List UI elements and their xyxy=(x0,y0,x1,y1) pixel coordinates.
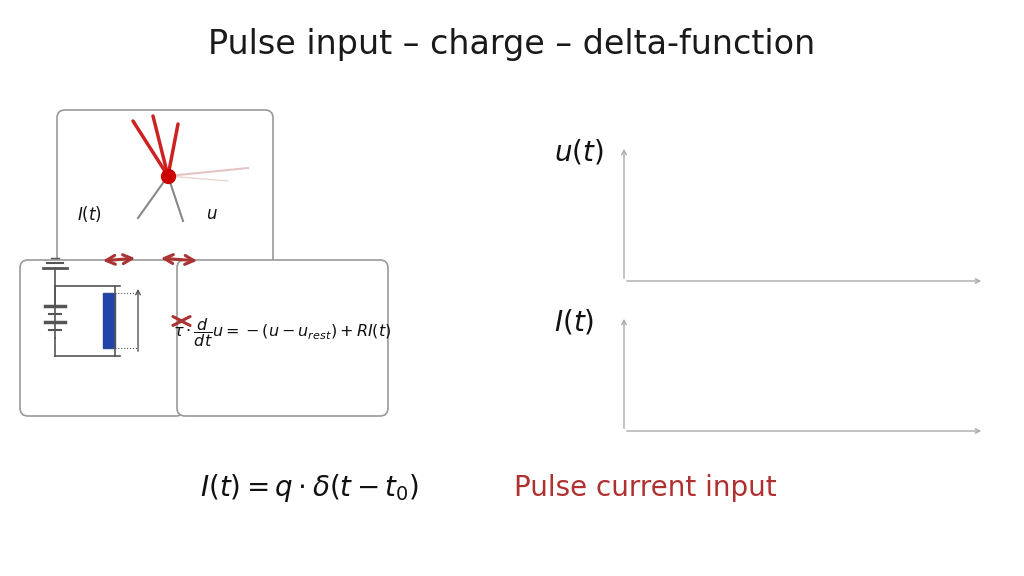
Text: $u$: $u$ xyxy=(206,206,218,223)
FancyBboxPatch shape xyxy=(20,260,184,416)
FancyBboxPatch shape xyxy=(177,260,388,416)
FancyBboxPatch shape xyxy=(57,110,273,266)
Bar xyxy=(103,293,115,348)
Text: $u(t)$: $u(t)$ xyxy=(554,138,604,167)
Text: Pulse current input: Pulse current input xyxy=(514,474,776,502)
Text: $\tau \cdot \dfrac{d}{dt}u = -(u - u_{rest}) + RI(t)$: $\tau \cdot \dfrac{d}{dt}u = -(u - u_{re… xyxy=(173,316,391,350)
Text: $I(t)$: $I(t)$ xyxy=(77,204,102,224)
Text: $I(t) = q \cdot \delta(t - t_0)$: $I(t) = q \cdot \delta(t - t_0)$ xyxy=(201,472,420,504)
Text: $I(t)$: $I(t)$ xyxy=(554,308,594,337)
Text: Pulse input – charge – delta-function: Pulse input – charge – delta-function xyxy=(208,28,816,61)
